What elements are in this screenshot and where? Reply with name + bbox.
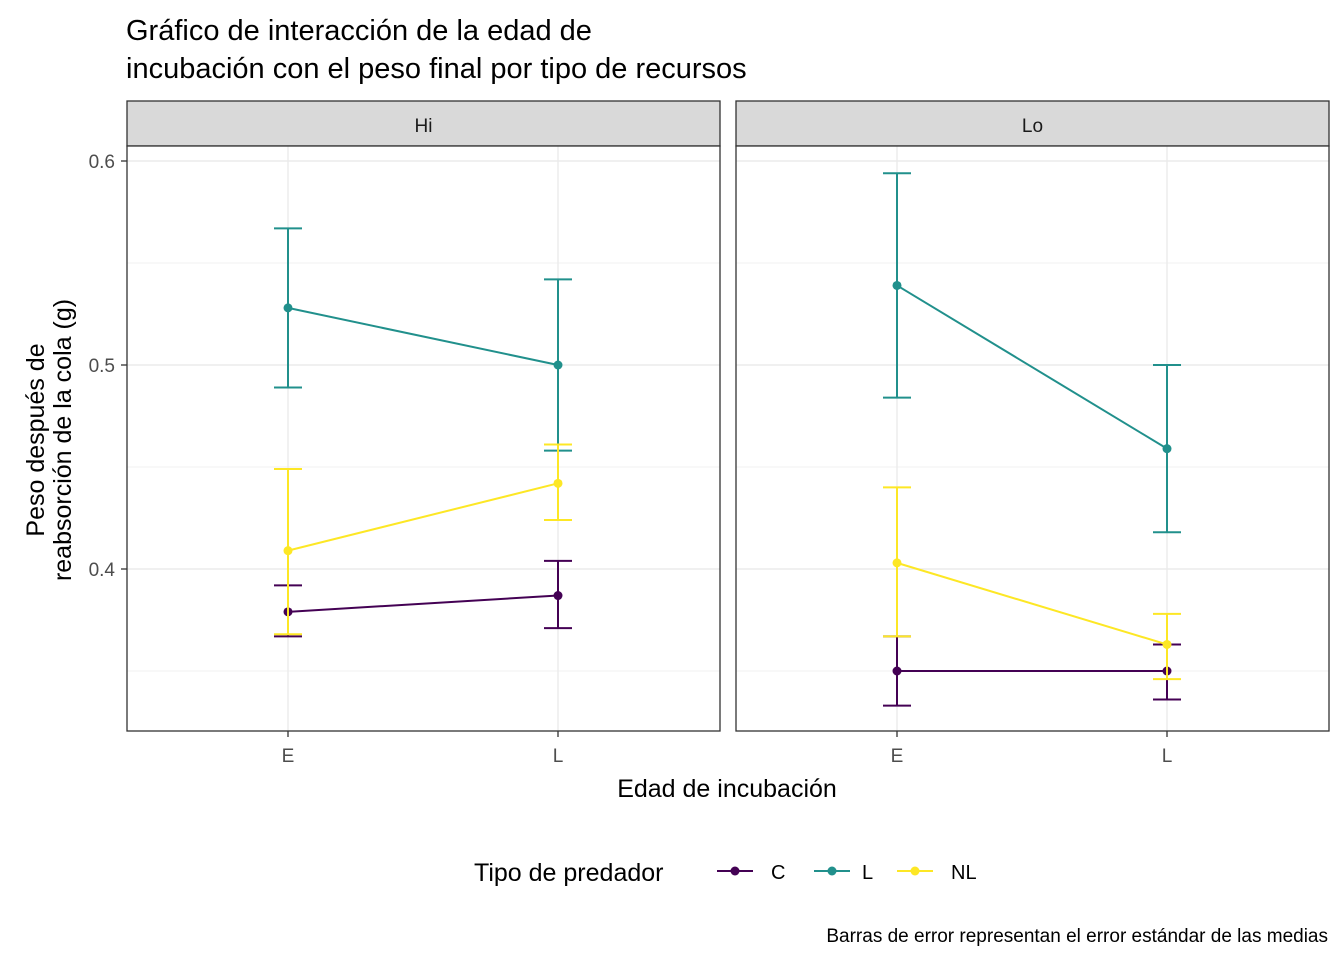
series-line <box>896 561 1168 646</box>
legend-key-nl: NL <box>897 862 977 884</box>
series-line <box>287 306 559 366</box>
series-line <box>896 284 1168 450</box>
data-point <box>553 591 563 601</box>
x-tick-label: L <box>553 746 564 767</box>
series-l <box>883 172 1181 534</box>
legend-key-l: L <box>814 862 873 884</box>
y-tick-label: 0.4 <box>89 560 116 581</box>
legend-label: NL <box>951 862 977 884</box>
legend-label: C <box>771 862 785 884</box>
series-l <box>274 227 572 452</box>
panel-border <box>735 145 1330 732</box>
panel-background <box>127 146 720 731</box>
data-point <box>892 558 902 568</box>
y-axis: 0.4 0.5 0.6 <box>89 152 127 581</box>
plot-area: Hi E L Lo E L 0.4 0.5 0.6 <box>89 100 1330 767</box>
data-point <box>892 280 902 290</box>
series-line <box>287 482 559 552</box>
data-point <box>553 478 563 488</box>
chart-title-line-1: Gráfico de interacción de la edad de <box>126 15 592 47</box>
legend-label: L <box>862 862 873 884</box>
series-nl <box>274 443 572 636</box>
facet-strip-label: Lo <box>1022 116 1043 137</box>
caption: Barras de error representan el error est… <box>826 926 1328 947</box>
data-point <box>1162 639 1172 649</box>
series-nl <box>883 486 1181 681</box>
data-point <box>283 303 293 313</box>
facet-strip-label: Hi <box>415 116 433 137</box>
legend-title: Tipo de predador <box>474 859 663 887</box>
facet-panel-hi: Hi E L <box>126 100 721 767</box>
x-tick-label: E <box>891 746 904 767</box>
x-tick-label: E <box>282 746 295 767</box>
x-axis-title: Edad de incubación <box>617 775 837 803</box>
legend-key-point <box>730 866 740 876</box>
y-axis-title-line-1: Peso después de <box>22 343 50 536</box>
legend-key-point <box>910 866 920 876</box>
panel-background <box>736 146 1329 731</box>
legend-key-point <box>827 866 837 876</box>
y-axis-title-line-2: reabsorción de la cola (g) <box>49 299 77 581</box>
chart-title-line-2: incubación con el peso final por tipo de… <box>126 53 747 85</box>
facet-strip <box>735 100 1330 147</box>
data-point <box>892 666 902 676</box>
y-tick-label: 0.5 <box>89 356 115 377</box>
facet-strip <box>126 100 721 147</box>
data-point <box>283 546 293 556</box>
data-point <box>1162 444 1172 454</box>
panel-border <box>126 145 721 732</box>
series-line <box>287 594 559 613</box>
y-tick-label: 0.6 <box>89 152 115 173</box>
y-axis-title: Peso después de reabsorción de la cola (… <box>22 299 77 581</box>
data-point <box>553 360 563 370</box>
facet-panel-lo: Lo E L <box>735 100 1330 767</box>
legend: Tipo de predador C L NL <box>474 859 977 887</box>
legend-key-c: C <box>717 862 785 884</box>
x-tick-label: L <box>1162 746 1173 767</box>
